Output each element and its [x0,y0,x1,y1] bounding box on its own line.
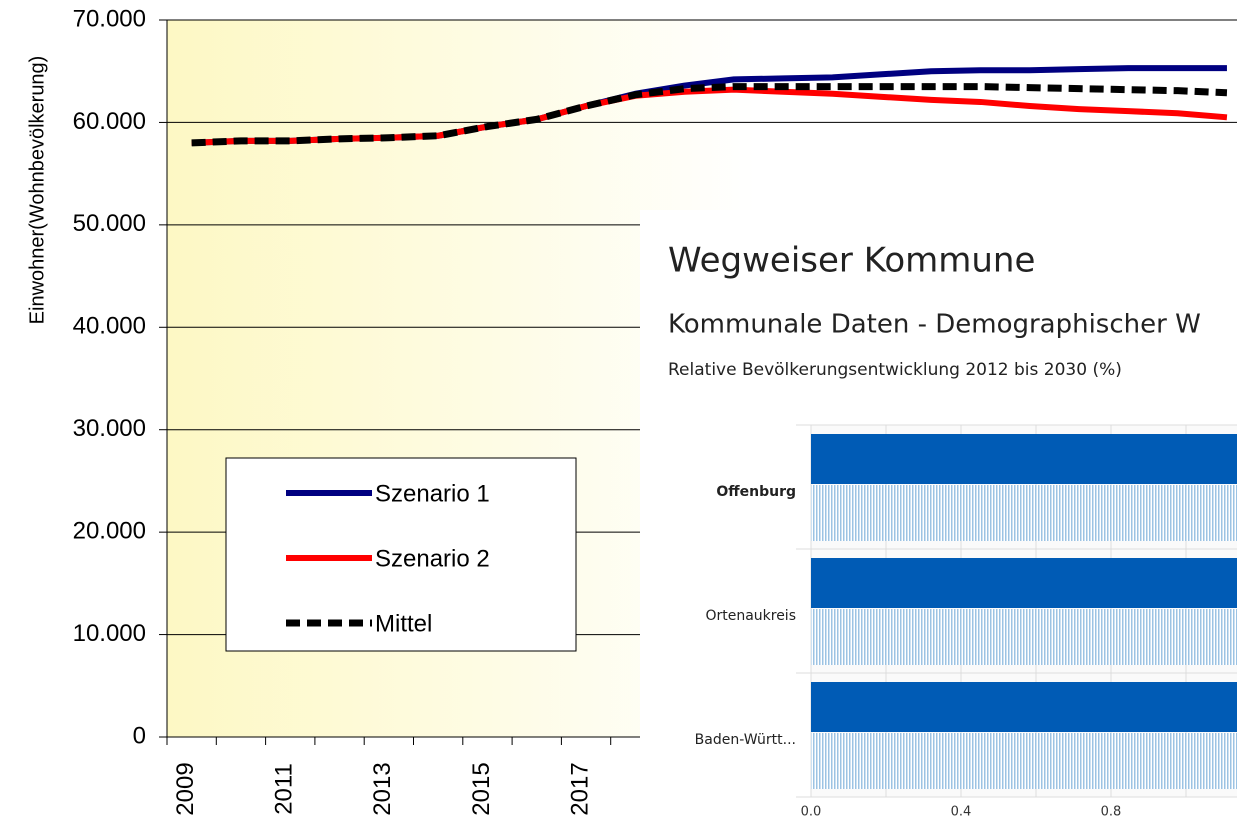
x-tick-label: 2017 [566,762,593,815]
bar [811,434,1237,484]
line-series [191,83,1228,147]
category-label: Baden-Württ... [695,732,796,748]
x-tick-label: 2009 [172,762,199,815]
x-tick-label: 0.8 [1101,805,1122,819]
y-tick-label: 10.000 [73,620,146,647]
y-axis-label: Einwohner(Wohnbevölkerung) [26,56,48,325]
panel-subheader: Kommunale Daten - Demographischer W [668,310,1201,340]
category-label: Ortenaukreis [705,608,796,624]
chart-title: Relative Bevölkerungsentwicklung 2012 bi… [668,360,1122,380]
x-tick-label: 2011 [271,763,298,815]
bar [811,733,1237,789]
bar [811,682,1237,732]
y-tick-label: 70.000 [73,5,146,32]
y-tick-label: 20.000 [73,517,146,544]
legend-label: Szenario 1 [375,480,490,507]
bar [811,558,1237,608]
y-tick-label: 60.000 [73,108,146,135]
legend-label: Mittel [375,610,432,637]
panel-header: Wegweiser Kommune [668,241,1035,281]
x-tick-label: 0.0 [801,805,822,819]
y-tick-label: 30.000 [73,415,146,442]
bar [811,609,1237,665]
x-tick-label: 2015 [468,762,495,815]
legend-label: Szenario 2 [375,545,490,572]
category-label: Offenburg [716,484,796,500]
bar [811,485,1237,541]
x-tick-label: 0.4 [951,805,972,819]
y-tick-label: 50.000 [73,210,146,237]
y-tick-label: 0 [133,722,146,749]
legend-box [225,457,577,652]
x-tick-label: 2013 [369,762,396,815]
y-tick-label: 40.000 [73,313,146,340]
